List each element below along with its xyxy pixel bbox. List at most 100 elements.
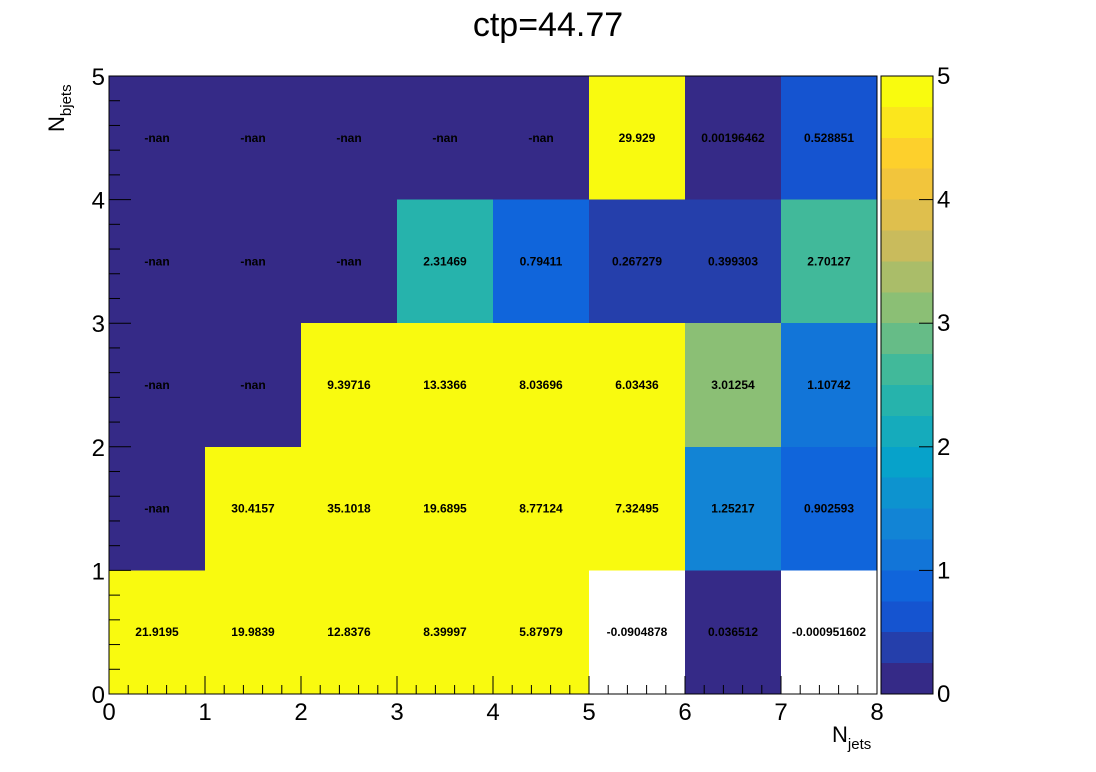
cell-value-label: 1.25217 bbox=[711, 502, 755, 516]
heatmap-cell bbox=[397, 446, 493, 571]
cell-value-label: 6.03436 bbox=[615, 378, 659, 392]
heatmap-cell bbox=[685, 199, 781, 324]
color-scale: 0 1 2 3 4 5 bbox=[880, 63, 950, 708]
cell-value-label: -nan bbox=[240, 131, 265, 145]
color-bar-level bbox=[881, 601, 933, 633]
heatmap-cell bbox=[109, 446, 205, 571]
axes: 0 1 2 3 4 5 6 7 8 0 1 2 3 4 5 bbox=[92, 64, 884, 726]
heatmap-cell bbox=[397, 323, 493, 447]
color-bar-level bbox=[881, 539, 933, 571]
color-bar-level bbox=[881, 199, 933, 231]
heatmap-cell bbox=[493, 323, 589, 447]
cell-value-label: -nan bbox=[144, 254, 169, 268]
cell-value-label: -nan bbox=[528, 131, 553, 145]
x-tick-label: 7 bbox=[774, 699, 787, 726]
heatmap-cell bbox=[109, 76, 205, 200]
cell-value-label: -nan bbox=[336, 254, 361, 268]
y-tick-label: 0 bbox=[92, 682, 105, 709]
cell-value-label: 9.39716 bbox=[327, 378, 371, 392]
heatmap-cell bbox=[301, 570, 397, 694]
color-bar-level bbox=[881, 570, 933, 602]
color-bar-level bbox=[881, 415, 933, 447]
color-bar-level bbox=[881, 477, 933, 509]
color-bar-level bbox=[881, 168, 933, 200]
x-axis-label-main: N bbox=[832, 722, 848, 747]
color-bar-frame bbox=[880, 75, 934, 695]
cell-value-label: -nan bbox=[240, 378, 265, 392]
heatmap-cell bbox=[589, 199, 685, 324]
heatmap-cell bbox=[781, 199, 877, 324]
heatmap-cell bbox=[301, 446, 397, 571]
cell-value-label: 29.929 bbox=[619, 131, 656, 145]
cell-value-label: 8.03696 bbox=[519, 378, 563, 392]
heatmap-cell bbox=[685, 76, 781, 200]
color-bar-level bbox=[881, 261, 933, 293]
heatmap-cell bbox=[493, 446, 589, 571]
y-tick-label: 1 bbox=[92, 558, 105, 585]
heatmap-cell bbox=[685, 446, 781, 571]
heatmap-cell bbox=[781, 446, 877, 571]
color-bar-tick-label: 1 bbox=[937, 557, 950, 584]
cell-value-label: 21.9195 bbox=[135, 625, 179, 639]
heatmap-cell bbox=[493, 199, 589, 324]
x-axis-label: Njets bbox=[832, 722, 871, 753]
cell-value-label: 2.31469 bbox=[423, 254, 467, 268]
cell-value-label: 19.6895 bbox=[423, 502, 467, 516]
heatmap-cell bbox=[109, 199, 205, 324]
y-axis-label-main: N bbox=[44, 116, 69, 132]
x-axis-label-sub: jets bbox=[847, 736, 871, 753]
color-bar-level bbox=[881, 292, 933, 324]
color-bar-level bbox=[881, 354, 933, 385]
cell-value-label: 3.01254 bbox=[711, 378, 755, 392]
x-tick-label: 2 bbox=[294, 699, 307, 726]
y-tick-label: 2 bbox=[92, 435, 105, 462]
cell-value-label: 1.10742 bbox=[807, 378, 851, 392]
cell-value-label: 35.1018 bbox=[327, 502, 371, 516]
heatmap-cell bbox=[205, 323, 301, 447]
color-bar-level bbox=[881, 106, 933, 138]
cell-value-label: -0.000951602 bbox=[792, 625, 866, 639]
cell-value-label: -0.0904878 bbox=[607, 625, 668, 639]
cell-value-label: 8.39997 bbox=[423, 625, 467, 639]
heatmap-cell bbox=[589, 323, 685, 447]
heatmap-cell bbox=[205, 570, 301, 694]
x-tick-label: 6 bbox=[678, 699, 691, 726]
cell-labels: 21.9195 19.9839 12.8376 8.39997 5.87979 -0.09… bbox=[135, 131, 866, 639]
color-bar-level bbox=[881, 230, 933, 262]
cell-value-label: -nan bbox=[144, 502, 169, 516]
cell-value-label: 19.9839 bbox=[231, 625, 275, 639]
x-tick-label: 3 bbox=[390, 699, 403, 726]
cell-value-label: 0.267279 bbox=[612, 254, 662, 268]
y-tick-label: 4 bbox=[92, 188, 105, 215]
heatmap-cell bbox=[781, 570, 877, 694]
color-bar-level bbox=[881, 385, 933, 416]
heatmap-cell bbox=[589, 76, 685, 200]
heatmap-cell bbox=[781, 323, 877, 447]
color-bar-level bbox=[881, 508, 933, 540]
color-bar-level bbox=[881, 632, 933, 664]
cell-value-label: -nan bbox=[336, 131, 361, 145]
heatmap-cell bbox=[205, 446, 301, 571]
y-tick-label: 3 bbox=[92, 311, 105, 338]
cell-value-label: -nan bbox=[432, 131, 457, 145]
color-bar-level bbox=[881, 137, 933, 169]
heatmap-cell bbox=[685, 570, 781, 694]
x-tick-label: 8 bbox=[870, 699, 883, 726]
cell-value-label: 8.77124 bbox=[519, 502, 563, 516]
cell-value-label: 13.3366 bbox=[423, 378, 467, 392]
heatmap-cell bbox=[397, 570, 493, 694]
color-bar-tick-label: 2 bbox=[937, 434, 950, 461]
color-bar-tick-label: 5 bbox=[937, 63, 950, 90]
cell-value-label: 0.79411 bbox=[520, 254, 563, 268]
heatmap-cell bbox=[685, 323, 781, 447]
y-tick-label: 5 bbox=[92, 64, 105, 91]
cell-value-label: 0.036512 bbox=[708, 625, 758, 639]
color-bar-level bbox=[881, 76, 933, 107]
heatmap-cell bbox=[493, 76, 589, 200]
heatmap-cell bbox=[205, 76, 301, 200]
y-axis-label-sub: bjets bbox=[58, 84, 75, 116]
cell-value-label: -nan bbox=[240, 254, 265, 268]
cell-value-label: 0.399303 bbox=[708, 254, 758, 268]
heatmap-cell bbox=[301, 199, 397, 324]
